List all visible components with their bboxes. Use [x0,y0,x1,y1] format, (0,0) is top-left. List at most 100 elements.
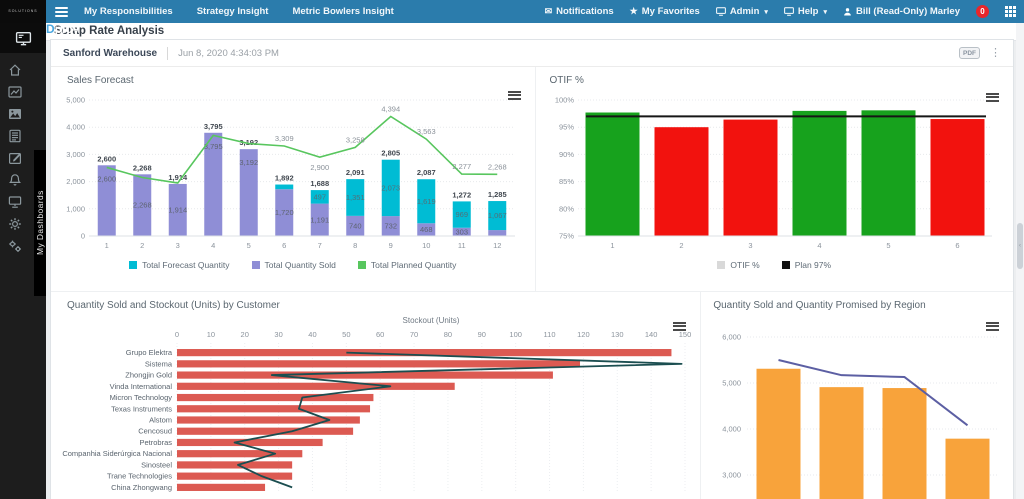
svg-text:1,914: 1,914 [168,205,187,214]
sidebar-item-line-chart[interactable] [0,81,46,103]
legend-item[interactable]: Total Forecast Quantity [129,260,230,270]
otif-plot: 75% 80% 85% 90% 95% 100% 1 2 3 4 5 6 [554,96,992,250]
svg-text:7: 7 [318,241,322,250]
help-menu[interactable]: Help ▾ [784,6,827,17]
svg-text:3,258: 3,258 [346,135,365,144]
svg-text:3,192: 3,192 [239,158,258,167]
svg-text:740: 740 [349,221,362,230]
svg-text:2,277: 2,277 [452,162,471,171]
svg-text:9: 9 [389,241,393,250]
svg-text:1,272: 1,272 [452,190,471,199]
gear-icon [9,218,21,230]
nav-my-responsibilities[interactable]: My Responsibilities [84,6,173,17]
svg-text:4,000: 4,000 [66,123,85,132]
legend-swatch [251,261,260,269]
svg-text:2,073: 2,073 [381,183,400,192]
chart-title: Sales Forecast [67,75,134,86]
sidebar-item-home[interactable] [0,59,46,81]
svg-text:2,087: 2,087 [417,168,436,177]
region-plot: 3,000 4,000 5,000 6,000 [723,333,1000,499]
user-label: Bill (Read-Only) Marley [856,6,960,17]
svg-text:5: 5 [886,241,890,250]
svg-text:1,720: 1,720 [275,208,294,217]
legend-item[interactable]: OTIF % [717,260,760,270]
user-menu[interactable]: Bill (Read-Only) Marley [843,6,960,17]
svg-text:497: 497 [313,192,326,201]
sidebar-item-report[interactable] [0,125,46,147]
svg-text:3: 3 [176,241,180,250]
svg-text:80%: 80% [558,204,573,213]
header-divider [167,46,169,60]
svg-text:10: 10 [207,330,215,339]
svg-text:1,892: 1,892 [275,174,294,183]
svg-text:10: 10 [422,241,430,250]
line-chart-icon [8,86,22,98]
svg-text:1,914: 1,914 [168,173,188,182]
nav-strategy-insight[interactable]: Strategy Insight [196,6,269,17]
sidebar-item-presentation[interactable] [0,191,46,213]
svg-text:Vinda International: Vinda International [110,382,173,391]
legend-label: Plan 97% [794,260,832,270]
region-chart: Quantity Sold and Quantity Promised by R… [701,292,1013,499]
chart-menu-icon[interactable] [507,89,521,101]
otif-chart: OTIF % 75% 80% 85% 90% 95% 100% 1 2 3 4 5 6 OTIF % P… [535,67,1014,292]
customer-stockout-chart: Quantity Sold and Stockout (Units) by Cu… [51,292,702,499]
legend-item[interactable]: Total Quantity Sold [251,260,336,270]
sidebar-item-gears[interactable] [0,235,46,257]
svg-text:3: 3 [748,241,752,250]
svg-text:732: 732 [384,222,397,231]
kebab-menu-icon[interactable]: ⋮ [990,46,1001,59]
favorites-label: My Favorites [641,6,700,17]
legend-item[interactable]: Total Planned Quantity [357,260,456,270]
my-favorites-button[interactable]: ★ My Favorites [630,6,700,17]
svg-text:2: 2 [140,241,144,250]
monitor-icon [715,7,726,16]
svg-text:70: 70 [410,330,418,339]
sidebar-item-gear[interactable] [0,213,46,235]
svg-text:4,394: 4,394 [381,104,400,113]
otif-legend: OTIF % Plan 97% [536,260,1014,270]
scrollbar-thumb[interactable]: ‹ [1017,223,1023,269]
chart-menu-icon[interactable] [673,320,687,332]
warehouse-name: Sanford Warehouse [63,47,158,59]
legend-label: Total Forecast Quantity [142,260,230,270]
apps-grid-icon[interactable] [1005,6,1016,17]
sidebar-item-compose[interactable] [0,147,46,169]
my-dashboards-tab[interactable]: My Dashboards [34,150,46,296]
svg-text:6: 6 [955,241,959,250]
legend-label: Total Quantity Sold [264,260,336,270]
svg-text:30: 30 [274,330,282,339]
svg-text:468: 468 [420,225,433,234]
legend-item[interactable]: Plan 97% [781,260,832,270]
svg-text:3,563: 3,563 [417,127,436,136]
svg-text:3,795: 3,795 [204,142,223,151]
notification-count-badge[interactable]: 0 [976,5,989,18]
svg-text:12: 12 [493,241,501,250]
sidebar-item-bell[interactable] [0,169,46,191]
snapshot-timestamp: Jun 8, 2020 4:34:03 PM [178,47,279,59]
sidebar-item-image-chart[interactable] [0,103,46,125]
notifications-button[interactable]: ✉ Notifications [545,6,614,17]
svg-text:2,000: 2,000 [66,177,85,186]
chart-menu-icon[interactable] [986,320,999,332]
hamburger-menu-icon[interactable] [55,5,68,19]
admin-menu[interactable]: Admin ▾ [715,6,768,17]
svg-text:Texas Instruments: Texas Instruments [111,404,172,413]
svg-text:2: 2 [679,241,683,250]
svg-text:1,067: 1,067 [488,211,507,220]
export-pdf-button[interactable]: PDF [959,47,980,59]
app-logo[interactable]: Dploy SOLUTIONS [0,0,79,35]
svg-text:20: 20 [241,330,249,339]
envelope-icon: ✉ [544,6,553,16]
svg-text:Stockout (Units): Stockout (Units) [403,316,460,325]
svg-text:110: 110 [544,330,556,339]
svg-text:150: 150 [679,330,692,339]
sidebar-item-dashboard[interactable] [0,23,46,53]
svg-text:2,600: 2,600 [97,174,116,183]
svg-text:Trane Technologies: Trane Technologies [107,472,172,481]
gears-icon [9,240,21,252]
svg-text:3,192: 3,192 [239,138,258,147]
svg-text:95%: 95% [558,123,573,132]
nav-metric-bowlers-insight[interactable]: Metric Bowlers Insight [292,6,394,17]
chart-menu-icon[interactable] [986,91,999,103]
